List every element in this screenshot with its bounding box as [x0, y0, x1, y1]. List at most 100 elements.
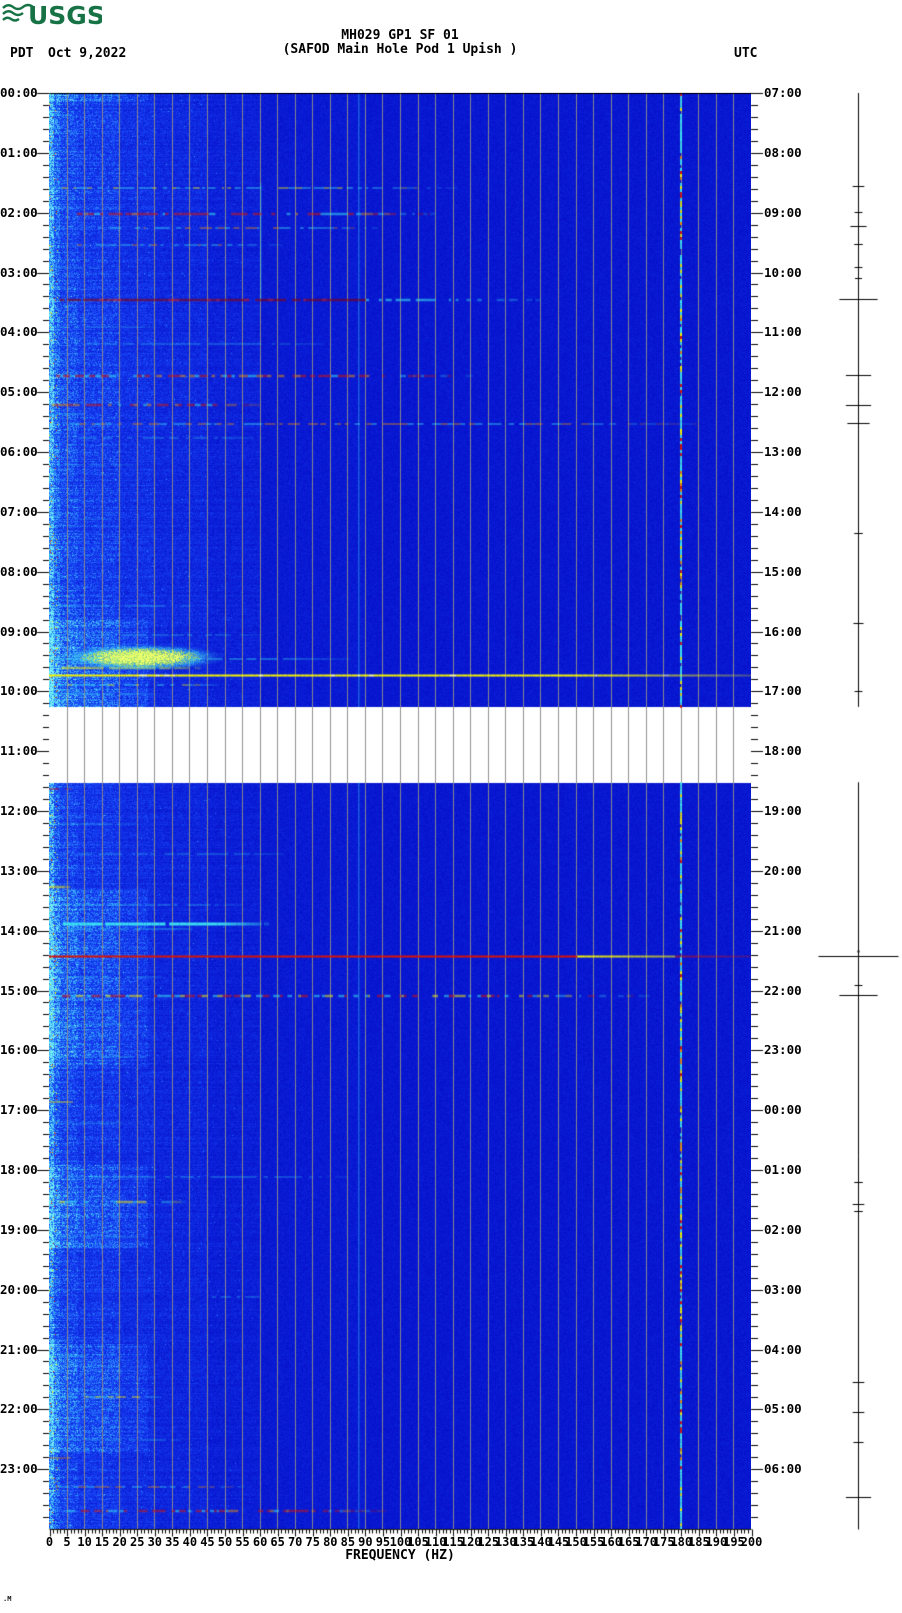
pdt-hour-label: 07:00: [0, 503, 38, 519]
pdt-hour-label: 18:00: [0, 1162, 38, 1177]
freq-tick-label: 155: [582, 1535, 605, 1549]
freq-tick-label: 50: [217, 1535, 233, 1549]
spectrogram-canvas: [49, 93, 751, 1529]
station-title: MH029 GP1 SF 01: [341, 28, 459, 43]
freq-tick-label: 65: [270, 1535, 285, 1549]
utc-hour-label: 09:00: [764, 204, 802, 220]
freq-tick-label: 160: [600, 1535, 622, 1549]
pdt-hour-label: 01:00: [0, 144, 38, 160]
pdt-hour-label: 14:00: [0, 922, 38, 938]
station-subtitle: (SAFOD Main Hole Pod 1 Upish ): [282, 42, 518, 57]
pdt-hour-label: 10:00: [0, 683, 38, 699]
pdt-hour-label: 16:00: [0, 1042, 38, 1058]
pdt-hour-label: 06:00: [0, 444, 38, 459]
utc-hour-label: 22:00: [764, 982, 802, 998]
freq-tick-label: 170: [635, 1535, 658, 1549]
freq-tick-label: 20: [112, 1535, 127, 1549]
pdt-hour-label: 21:00: [0, 1341, 38, 1357]
freq-tick-label: 190: [705, 1535, 728, 1549]
freq-tick-label: 100: [389, 1535, 412, 1549]
freq-tick-label: 60: [252, 1535, 268, 1549]
pdt-hour-label: 08:00: [0, 563, 38, 579]
freq-tick-label: 125: [477, 1535, 500, 1549]
freq-tick-label: 95: [375, 1535, 391, 1549]
utc-hour-label: 00:00: [764, 1102, 802, 1118]
freq-tick-label: 175: [652, 1535, 675, 1549]
pdt-hour-label: 05:00: [0, 384, 38, 400]
freq-tick-label: 85: [340, 1535, 356, 1549]
utc-hour-label: 23:00: [764, 1042, 802, 1058]
pdt-hour-label: 02:00: [0, 204, 38, 220]
freq-tick-label: 45: [200, 1535, 215, 1549]
utc-hour-label: 10:00: [764, 264, 802, 280]
pdt-hour-label: 09:00: [0, 623, 38, 639]
utc-hour-label: 03:00: [764, 1281, 802, 1297]
utc-hour-label: 01:00: [764, 1162, 802, 1177]
utc-hour-label: 21:00: [764, 922, 802, 938]
freq-tick-label: 180: [670, 1535, 693, 1549]
freq-tick-label: 140: [530, 1535, 552, 1549]
freq-tick-label: 120: [459, 1535, 482, 1549]
freq-tick-label: 5: [63, 1535, 71, 1549]
pdt-hour-label: 03:00: [0, 264, 38, 280]
frequency-axis-label: FREQUENCY (HZ): [345, 1548, 455, 1563]
freq-tick-label: 135: [512, 1535, 535, 1549]
footer-mark: .M: [3, 1595, 12, 1603]
freq-tick-label: 10: [77, 1535, 92, 1549]
pdt-hour-label: 20:00: [0, 1281, 38, 1297]
freq-tick-label: 15: [94, 1535, 110, 1549]
freq-tick-label: 90: [358, 1535, 373, 1549]
timezone-left-label: PDT: [10, 46, 34, 61]
pdt-hour-label: 12:00: [0, 803, 38, 818]
utc-hour-label: 05:00: [764, 1401, 802, 1417]
utc-hour-label: 02:00: [764, 1221, 802, 1237]
usgs-logo: USGS: [2, 1, 105, 32]
freq-tick-label: 75: [305, 1535, 320, 1549]
freq-tick-label: 55: [235, 1535, 250, 1549]
timezone-right-label: UTC: [734, 46, 758, 61]
pdt-hour-label: 11:00: [0, 743, 38, 759]
freq-tick-label: 25: [130, 1535, 145, 1549]
utc-hour-label: 12:00: [764, 384, 802, 400]
utc-hour-label: 15:00: [764, 563, 802, 579]
pdt-hour-label: 13:00: [0, 862, 38, 878]
utc-hour-label: 17:00: [764, 683, 802, 699]
pdt-hour-label: 23:00: [0, 1461, 38, 1477]
freq-tick-label: 0: [45, 1535, 54, 1549]
freq-tick-label: 70: [287, 1535, 303, 1549]
pdt-hour-label: 00:00: [0, 85, 38, 100]
freq-tick-label: 185: [688, 1535, 710, 1549]
utc-hour-label: 08:00: [764, 144, 802, 160]
freq-tick-label: 130: [494, 1535, 517, 1549]
freq-tick-label: 200: [740, 1535, 763, 1549]
freq-tick-label: 110: [424, 1535, 447, 1549]
freq-tick-label: 105: [407, 1535, 429, 1549]
freq-tick-label: 80: [323, 1535, 338, 1549]
freq-tick-label: 145: [547, 1535, 570, 1549]
pdt-hour-label: 04:00: [0, 324, 38, 340]
freq-tick-label: 150: [565, 1535, 587, 1549]
utc-hour-label: 04:00: [764, 1341, 802, 1357]
pdt-hour-label: 22:00: [0, 1401, 38, 1417]
utc-hour-label: 19:00: [764, 803, 802, 818]
utc-hour-label: 20:00: [764, 862, 802, 878]
freq-tick-label: 30: [147, 1535, 163, 1549]
utc-hour-label: 18:00: [764, 743, 802, 759]
utc-hour-label: 14:00: [764, 503, 802, 519]
utc-hour-label: 13:00: [764, 444, 802, 459]
usgs-logo-graphic: USGS: [2, 1, 105, 30]
utc-hour-label: 16:00: [764, 623, 802, 639]
freq-tick-label: 195: [723, 1535, 745, 1549]
utc-hour-label: 06:00: [764, 1461, 802, 1477]
freq-tick-label: 165: [617, 1535, 640, 1549]
pdt-hour-label: 17:00: [0, 1102, 38, 1118]
freq-tick-label: 40: [182, 1535, 198, 1549]
pdt-hour-label: 15:00: [0, 982, 38, 998]
pdt-hour-label: 19:00: [0, 1221, 38, 1237]
utc-hour-label: 07:00: [764, 85, 802, 100]
freq-tick-label: 115: [442, 1535, 464, 1549]
usgs-logo-text: USGS: [28, 1, 102, 28]
utc-hour-label: 11:00: [764, 324, 802, 340]
freq-tick-label: 35: [165, 1535, 180, 1549]
